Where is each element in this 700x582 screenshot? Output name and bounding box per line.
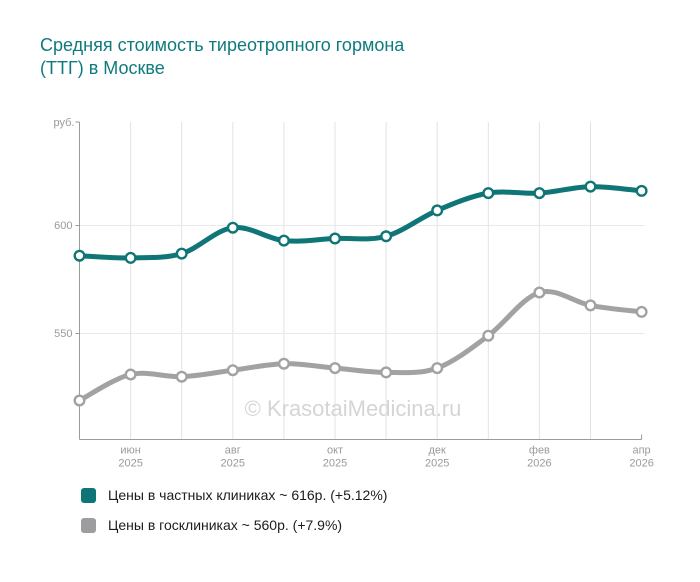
chart-legend: Цены в частных клиниках ~ 616р. (+5.12%)… [81, 487, 387, 547]
data-point-1-10[interactable] [584, 299, 597, 312]
data-point-1-5[interactable] [329, 362, 342, 375]
x-axis-tick-label: окт [327, 445, 343, 457]
x-axis-tick-year: 2025 [425, 458, 449, 470]
data-point-1-2[interactable] [175, 370, 188, 383]
series-line-1 [77, 288, 645, 403]
x-axis-tick-label: авг [225, 445, 241, 457]
legend-swatch-private-clinics [81, 487, 96, 503]
legend-swatch-state-clinics [81, 517, 96, 533]
page-title-line2: (ТТГ) в Москве [40, 58, 165, 78]
x-axis-tick-year: 2026 [527, 458, 551, 470]
data-point-0-0[interactable] [73, 249, 86, 262]
series-line-0 [77, 184, 645, 261]
data-point-0-5[interactable] [329, 232, 342, 245]
x-axis-tick-label: апр [632, 445, 650, 457]
data-point-1-11[interactable] [635, 305, 648, 318]
data-point-0-9[interactable] [533, 187, 546, 200]
data-point-1-7[interactable] [431, 362, 444, 375]
legend-item-private-clinics[interactable]: Цены в частных клиниках ~ 616р. (+5.12%) [81, 487, 387, 503]
x-axis-tick-label: фев [529, 445, 550, 457]
data-point-0-11[interactable] [635, 184, 648, 197]
data-point-1-9[interactable] [533, 286, 546, 299]
data-point-0-1[interactable] [124, 251, 137, 264]
x-axis-tick-year: 2025 [323, 458, 347, 470]
y-axis-tick-label: 550 [54, 328, 72, 340]
y-axis-tick-label: 600 [54, 220, 72, 232]
y-axis-unit-label: руб. [54, 117, 75, 129]
x-axis-tick-label: июн [120, 445, 140, 457]
data-point-1-0[interactable] [73, 394, 86, 407]
legend-label-private-clinics: Цены в частных клиниках ~ 616р. (+5.12%) [108, 487, 388, 503]
page-title-line1: Средняя стоимость тиреотропного гормона [40, 35, 405, 55]
data-point-0-4[interactable] [277, 234, 290, 247]
data-point-0-2[interactable] [175, 247, 188, 260]
data-point-0-8[interactable] [482, 187, 495, 200]
x-axis-tick-year: 2025 [118, 458, 142, 470]
price-trend-chart: 600550руб.июн2025авг2025окт2025дек2025фе… [54, 117, 654, 470]
x-axis-tick-label: дек [429, 445, 447, 457]
legend-item-state-clinics[interactable]: Цены в госклиниках ~ 560р. (+7.9%) [81, 517, 387, 533]
x-axis-tick-year: 2026 [629, 458, 653, 470]
legend-label-state-clinics: Цены в госклиниках ~ 560р. (+7.9%) [108, 517, 343, 533]
data-point-1-6[interactable] [380, 366, 393, 379]
data-point-1-4[interactable] [277, 357, 290, 370]
data-point-1-1[interactable] [124, 368, 137, 381]
data-point-1-3[interactable] [226, 364, 239, 377]
data-point-0-6[interactable] [380, 230, 393, 243]
data-point-0-10[interactable] [584, 180, 597, 193]
x-axis-tick-year: 2025 [221, 458, 245, 470]
data-point-0-3[interactable] [226, 221, 239, 234]
watermark: © KrasotaiMedicina.ru [245, 396, 462, 421]
data-point-0-7[interactable] [431, 204, 444, 217]
data-point-1-8[interactable] [482, 329, 495, 342]
page-title: Средняя стоимость тиреотропного гормона … [40, 34, 404, 80]
